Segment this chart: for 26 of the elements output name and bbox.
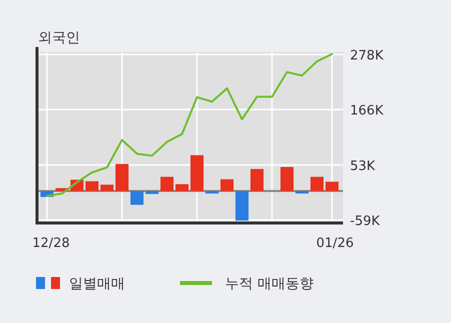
bar <box>85 181 99 192</box>
line-series <box>46 52 333 197</box>
bar <box>295 191 309 194</box>
bar <box>190 155 204 192</box>
bar <box>325 182 339 192</box>
legend-label: 일별매매 <box>69 276 125 292</box>
bar <box>235 191 249 221</box>
x-tick-label: 12/28 <box>32 236 70 251</box>
bar <box>205 191 219 194</box>
bar <box>160 176 174 192</box>
bar <box>175 184 189 192</box>
bar <box>100 184 114 192</box>
bar <box>310 176 324 192</box>
bar <box>280 166 294 192</box>
bar <box>130 191 144 205</box>
bar <box>115 164 129 192</box>
x-tick-label: 01/26 <box>316 236 354 251</box>
y-tick-label: -59K <box>350 214 380 230</box>
y-tick-label: 53K <box>350 159 376 174</box>
chart-title: 외국인 <box>38 30 80 46</box>
bar <box>250 168 264 192</box>
legend-label: 누적 매매동향 <box>225 276 314 292</box>
y-tick-label: 166K <box>350 103 384 118</box>
bar <box>220 179 234 192</box>
y-tick-label: 278K <box>350 48 384 64</box>
bar <box>145 191 159 194</box>
